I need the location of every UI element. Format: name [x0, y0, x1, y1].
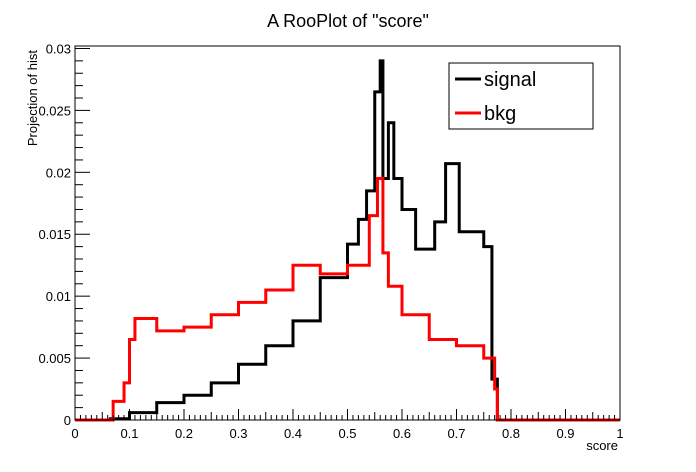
x-tick-label: 0.4 [284, 426, 302, 441]
x-tick-label: 0.9 [556, 426, 574, 441]
x-tick-label: 0.2 [175, 426, 193, 441]
legend-box [448, 62, 594, 130]
series-bkg [75, 177, 620, 422]
series-signal [75, 59, 620, 422]
y-tick-label: 0.01 [46, 289, 71, 304]
series-line-signal [75, 59, 620, 422]
series-line-bkg [75, 177, 620, 422]
legend-label-signal: signal [484, 69, 536, 91]
axes: 0 0.1 0.2 0.3 0.4 0.5 0.6 0.7 0.8 0.9 1 0 0.005 0.01 0… [38, 41, 623, 441]
x-tick-label: 0 [71, 426, 78, 441]
series-layer [75, 59, 620, 422]
x-axis-label: score [586, 438, 618, 453]
y-tick-label: 0.005 [38, 351, 71, 366]
x-tick-label: 0.7 [447, 426, 465, 441]
legend: signal bkg [448, 62, 594, 130]
y-tick-label: 0.025 [38, 103, 71, 118]
x-tick-label: 0.5 [338, 426, 356, 441]
x-tick-label: 0.6 [393, 426, 411, 441]
y-tick-label: 0 [64, 413, 71, 428]
x-tick-label: 0.8 [502, 426, 520, 441]
x-tick-label: 0.3 [229, 426, 247, 441]
x-tick-label: 0.1 [120, 426, 138, 441]
y-axis-label: Projection of hist [25, 50, 40, 146]
legend-label-bkg: bkg [484, 103, 516, 125]
x-tick-label: 1 [616, 426, 623, 441]
chart-title: A RooPlot of "score" [267, 11, 429, 31]
y-tick-label: 0.03 [46, 41, 71, 56]
y-tick-label: 0.015 [38, 227, 71, 242]
y-tick-label: 0.02 [46, 165, 71, 180]
